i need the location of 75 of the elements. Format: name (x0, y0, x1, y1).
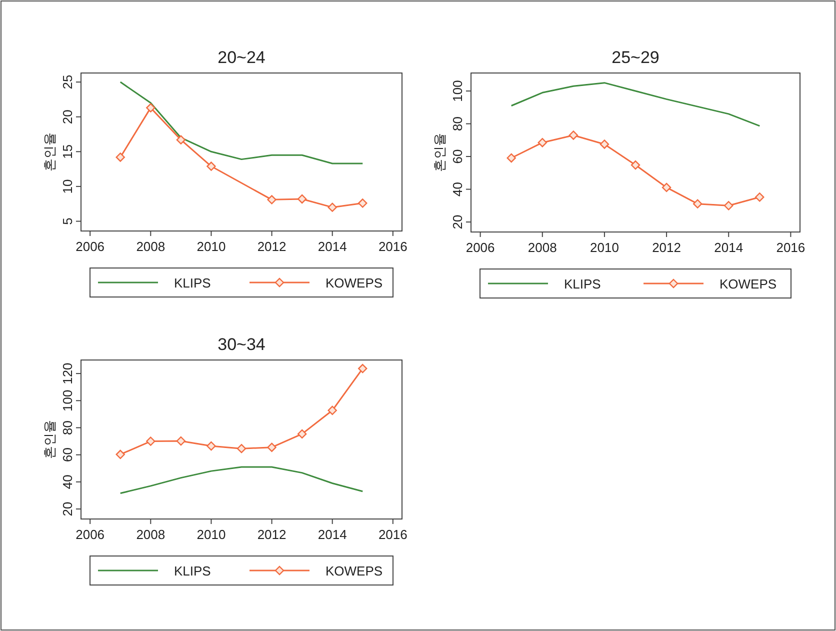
point (206, 441, 216, 451)
point (358, 364, 368, 374)
point (724, 201, 734, 210)
x-tick-label: 2006 (76, 527, 105, 542)
y-tick-label: 60 (450, 149, 465, 164)
y-tick-label: 40 (450, 182, 465, 196)
x-tick-label: 2010 (196, 239, 226, 254)
point (116, 450, 125, 459)
legend-label: KOWEPS (326, 276, 383, 290)
point (755, 192, 764, 202)
chart-title: 25~29 (612, 48, 660, 67)
point (176, 135, 186, 144)
x-tick-label: 2008 (136, 239, 166, 254)
y-tick-label: 80 (450, 116, 465, 131)
y-tick-label: 15 (60, 144, 75, 159)
chart-title: 20~24 (218, 48, 266, 67)
legend-label: KOWEPS (720, 276, 777, 292)
point (146, 103, 156, 112)
y-tick-label: 40 (60, 474, 75, 490)
x-tick-label: 2014 (318, 239, 347, 254)
point (206, 162, 216, 171)
y-tick-label: 25 (60, 74, 75, 90)
x-tick-label: 2010 (590, 240, 619, 255)
y-axis-title: 혼인율 (42, 132, 57, 172)
x-tick-label: 2016 (378, 527, 408, 542)
point (236, 444, 246, 454)
y-tick-label: 20 (60, 502, 75, 516)
point (297, 429, 307, 439)
point (692, 199, 702, 208)
x-tick-label: 2006 (466, 240, 495, 255)
point (297, 194, 307, 204)
point (538, 138, 547, 148)
x-tick-label: 2014 (714, 240, 744, 255)
x-tick-label: 2010 (196, 527, 226, 542)
point (568, 130, 578, 140)
point (328, 406, 337, 415)
point (116, 152, 125, 162)
x-tick-label: 2008 (136, 527, 166, 542)
point (328, 202, 337, 212)
y-tick-label: 10 (60, 179, 75, 194)
y-tick-label: 20 (60, 110, 75, 124)
point (267, 195, 276, 204)
point (146, 436, 156, 446)
legend-label: KLIPS (174, 276, 212, 290)
y-tick-label: 5 (60, 218, 75, 225)
x-tick-label: 2012 (652, 240, 681, 255)
point (267, 442, 276, 452)
y-tick-label: 100 (60, 390, 75, 412)
y-tick-label: 120 (60, 362, 75, 384)
legend-label: KLIPS (564, 276, 602, 292)
legend-label: KLIPS (174, 564, 212, 578)
legend-label: KOWEPS (326, 564, 383, 578)
x-tick-label: 2016 (378, 239, 408, 254)
y-axis-title: 혼인율 (432, 133, 447, 172)
y-tick-label: 100 (450, 80, 465, 102)
y-tick-label: 20 (450, 214, 465, 230)
line-series (510, 82, 760, 127)
x-tick-label: 2016 (776, 240, 806, 255)
point (630, 160, 640, 170)
point (662, 182, 672, 192)
point (358, 198, 368, 208)
point (506, 153, 516, 163)
x-tick-label: 2008 (528, 240, 557, 255)
point (600, 140, 610, 149)
line-series (120, 466, 364, 494)
x-tick-label: 2012 (257, 527, 286, 542)
x-tick-label: 2012 (257, 239, 286, 254)
x-tick-label: 2014 (318, 527, 347, 542)
x-tick-label: 2006 (76, 239, 105, 254)
y-tick-label: 80 (60, 420, 75, 435)
line-series (120, 81, 364, 164)
y-axis-title: 혼인율 (42, 420, 57, 459)
point (176, 436, 186, 446)
y-tick-label: 60 (60, 448, 75, 462)
chart-title: 30~34 (218, 335, 266, 354)
